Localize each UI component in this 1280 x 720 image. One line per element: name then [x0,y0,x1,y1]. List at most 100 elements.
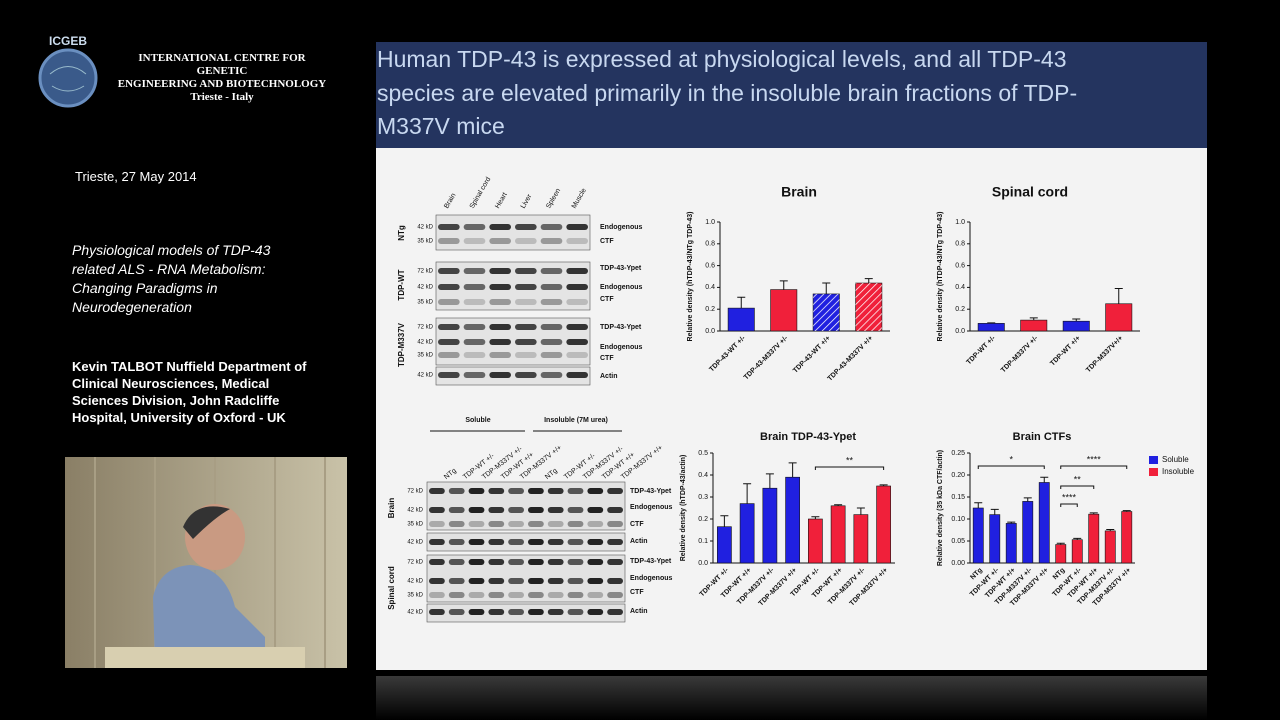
kd-label: 42 kD [407,508,423,514]
blot-band [463,324,486,330]
y-tick-label: 0.0 [955,328,965,335]
band-label: TDP-43-Ypet [630,558,672,565]
blot-band [489,299,511,305]
chart-title: Brain TDP-43-Ypet [760,431,856,443]
talk-line: Neurodegeneration [72,299,192,315]
blot-band [508,609,524,615]
date: Trieste, 27 May 2014 [75,169,197,184]
blot-band [488,488,505,494]
bar-hatch [855,283,882,331]
blot-band [587,521,604,527]
blot-band [508,559,524,565]
blot-band [468,539,485,545]
blot-band [438,224,460,230]
blot-band [468,592,485,598]
group-label: NTg [397,225,406,241]
kd-label: 35 kD [407,522,423,528]
band-label: Endogenous [600,284,642,291]
bar [1022,501,1034,564]
blot-band [448,559,465,565]
bar [972,507,984,564]
blot-band [566,224,588,230]
speaker-line: Clinical Neurosciences, Medical [72,376,270,391]
chart-title: Brain [781,184,817,200]
error-bar [1023,497,1032,502]
blot-band [515,224,537,230]
band-label: TDP-43-Ypet [600,324,642,331]
kd-label: 35 kD [417,239,433,245]
blot-band [508,539,524,545]
blot-panel [435,261,591,311]
blot-band [448,592,465,598]
blot-band [468,521,485,527]
y-tick-label: 0.5 [698,450,708,457]
significance-label: **** [1062,492,1077,502]
blot-band [489,238,511,244]
error-bar [834,504,843,506]
blot-band [488,521,505,527]
bar-hatch [813,293,840,331]
kd-label: 35 kD [417,353,433,359]
band-label: Endogenous [630,504,672,511]
y-tick-label: 0.3 [698,494,708,501]
legend-label: Soluble [1162,455,1189,464]
blot-band [607,539,623,545]
blot-band [468,559,485,565]
blot-band [515,299,537,305]
band-label: Actin [630,538,648,545]
error-bar [822,282,831,294]
kd-label: 42 kD [417,340,433,346]
blot-band [528,578,544,584]
blot-band [567,488,584,494]
talk-title: Physiological models of TDP-43 related AL… [72,241,270,317]
blot-band [528,507,544,513]
blot-band [429,559,445,565]
blot-band [489,352,511,358]
blot-band [540,224,563,230]
kd-label: 72 kD [407,489,423,495]
speaker: Kevin TALBOT Nuffield Department of Clini… [72,358,306,426]
blot-band [587,559,604,565]
org-line: ENGINEERING AND BIOTECHNOLOGY [117,78,327,90]
blot-band [587,578,604,584]
slide-title: species are elevated primarily in the in… [377,80,1077,106]
blot-band [566,372,588,378]
y-tick-label: 1.0 [705,219,715,226]
kd-label: 35 kD [417,300,433,306]
talk-line: Changing Paradigms in [72,280,218,296]
error-bar [1106,529,1115,531]
bar [876,485,891,564]
error-bar [811,516,820,519]
kd-label: 72 kD [407,560,423,566]
talk-line: related ALS - RNA Metabolism: [72,261,266,277]
y-tick-label: 0.2 [705,306,715,313]
speaker-line: Hospital, University of Oxford - UK [72,410,286,425]
error-bar [990,508,999,515]
blot-band [587,539,604,545]
blot-band [567,539,584,545]
significance-label: * [1009,454,1013,464]
blot-band [566,268,588,274]
blot-band [448,539,465,545]
org: INTERNATIONAL CENTRE FOR GENETIC ENGINEER… [112,52,332,104]
bar [770,289,798,332]
error-bar [788,462,797,478]
blot-band [463,372,486,378]
blot-band [438,372,460,378]
significance-label: ** [846,455,854,465]
error-bar [737,296,746,309]
kd-label: 72 kD [417,269,433,275]
bar [853,514,869,564]
blot-band [488,578,505,584]
band-label: Actin [630,608,648,615]
y-tick-label: 0.05 [951,538,965,545]
blot-band [567,609,584,615]
blot-band [607,592,623,598]
bar [1020,319,1048,332]
y-tick-label: 0.15 [951,494,965,501]
org-line: INTERNATIONAL CENTRE FOR GENETIC [138,52,306,77]
blot-band [448,488,465,494]
blot-band [463,339,486,345]
y-axis-label: Relative density (35 kDa CTF/actin) [937,450,944,566]
